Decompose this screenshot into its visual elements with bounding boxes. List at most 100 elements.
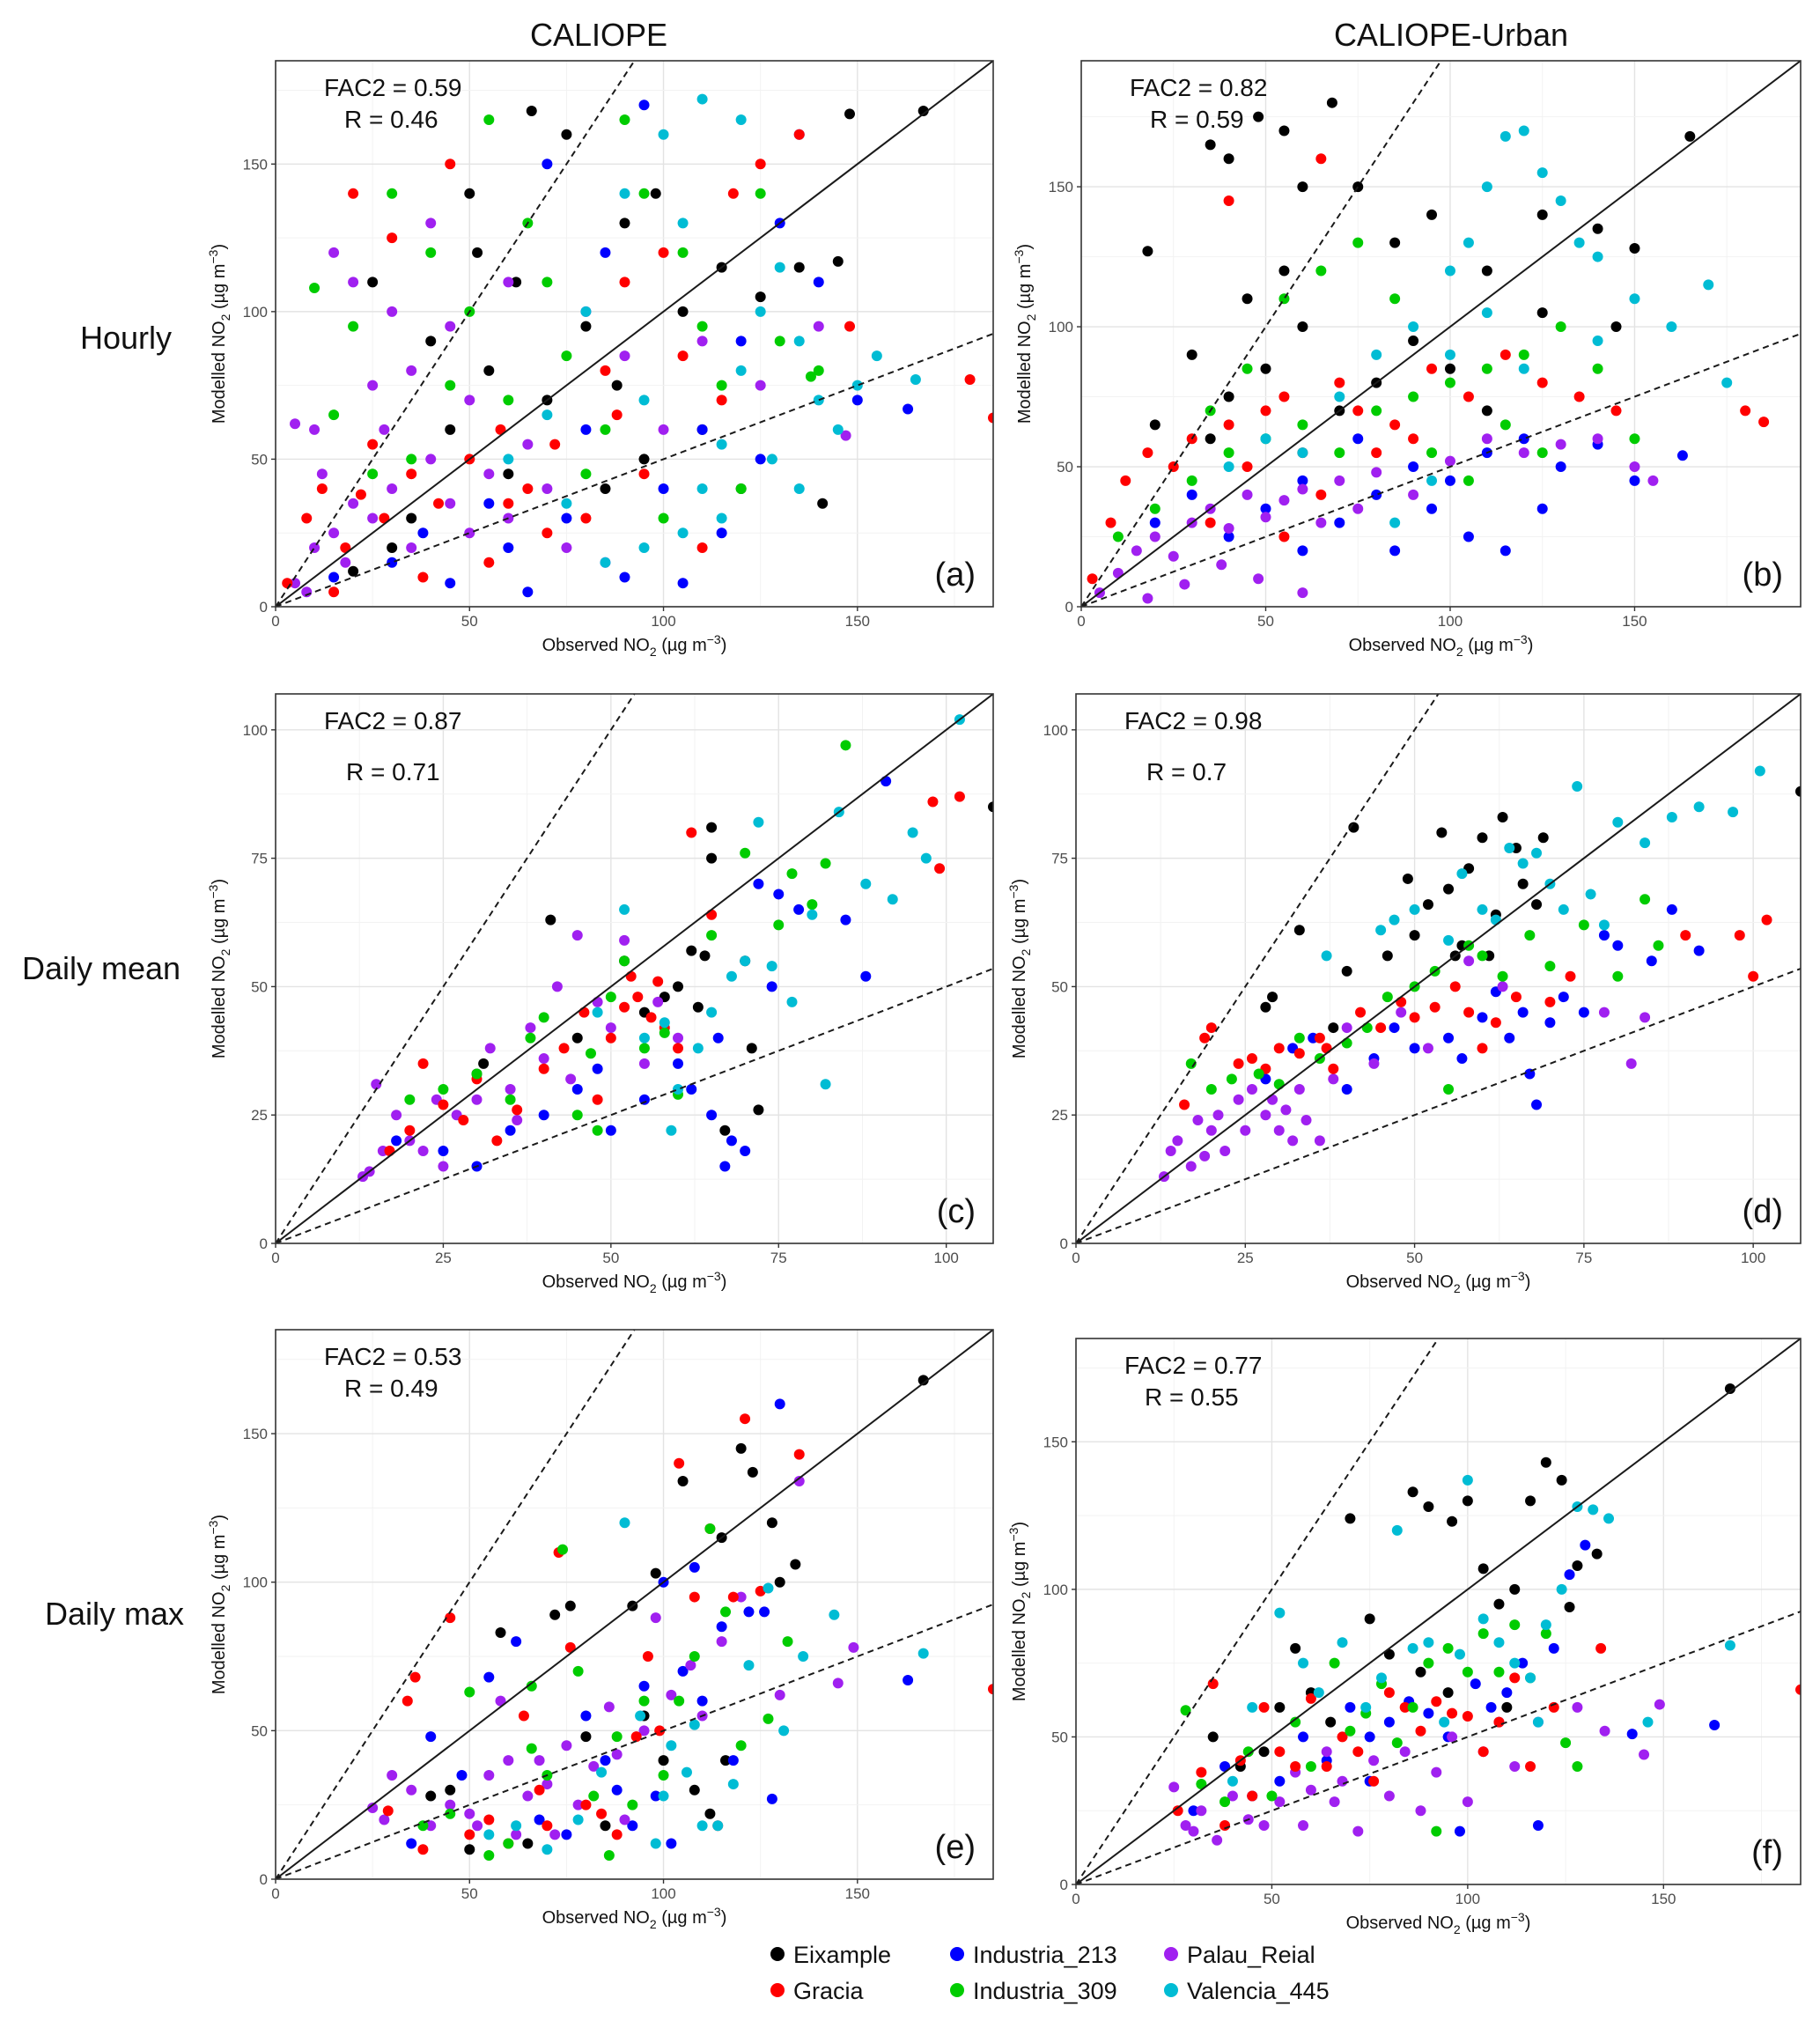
data-point (632, 992, 644, 1003)
data-point (1278, 391, 1290, 402)
data-point (512, 1104, 523, 1116)
data-point (1297, 321, 1308, 333)
data-point (807, 909, 818, 920)
data-point (753, 816, 764, 828)
data-point (561, 1740, 572, 1751)
y-axis-label-part: 2 (218, 948, 232, 955)
data-point (417, 1146, 429, 1157)
data-point (1409, 1012, 1420, 1023)
data-point (1328, 1063, 1339, 1074)
y-axis-label-part: −3 (206, 1520, 220, 1534)
data-point (755, 159, 766, 170)
data-point (650, 1838, 661, 1849)
data-point (611, 1829, 623, 1840)
data-point (807, 899, 818, 911)
y-tick-label: 100 (243, 304, 268, 321)
data-point (727, 1591, 739, 1603)
line-double (1076, 1338, 1440, 1884)
data-point (1287, 1135, 1299, 1147)
data-point (689, 1719, 700, 1730)
data-point (571, 930, 583, 941)
r-stat: R = 0.49 (344, 1375, 438, 1402)
data-point (638, 1680, 650, 1692)
data-point (600, 424, 611, 435)
data-point (673, 1043, 684, 1054)
legend: Eixample Industria_213 Palau_Reial Gracia In… (770, 1942, 1330, 2004)
data-point (1510, 992, 1522, 1003)
data-point (445, 1784, 456, 1796)
data-point (1389, 293, 1401, 305)
data-point (1795, 1684, 1801, 1695)
data-point (1647, 475, 1659, 486)
data-point (1422, 1043, 1433, 1054)
data-point (964, 373, 976, 385)
legend-item-industria-309: Industria_309 (950, 1978, 1117, 2004)
data-point (464, 1686, 475, 1698)
data-point (1233, 1094, 1244, 1105)
data-point (1273, 1079, 1285, 1090)
panel-label: (b) (1743, 557, 1783, 594)
data-point (1598, 919, 1610, 931)
y-axis-label-part: ) (1010, 1522, 1029, 1528)
data-point (782, 1636, 793, 1648)
data-point (674, 1695, 685, 1707)
data-point (417, 572, 429, 583)
data-point (692, 1043, 704, 1054)
data-point (1305, 1692, 1316, 1704)
reference-lines (1081, 61, 1801, 607)
data-point (1544, 961, 1556, 972)
y-tick-label: 100 (1043, 1582, 1068, 1598)
x-tick-label: 100 (651, 613, 675, 630)
data-point (1573, 391, 1585, 402)
x-axis-label: Observed NO2 (µg m−3) (542, 1905, 727, 1931)
data-point (1629, 475, 1640, 486)
x-tick-label: 100 (1741, 1250, 1765, 1266)
y-tick-label: 0 (1065, 599, 1073, 616)
x-axis-label: Observed NO2 (µg m−3) (542, 632, 727, 659)
line-half (1081, 333, 1801, 607)
gridlines (276, 1330, 993, 1879)
data-point (1253, 1068, 1264, 1080)
data-point (1142, 447, 1153, 459)
data-point (1321, 1746, 1332, 1758)
data-point (603, 1701, 615, 1713)
data-point (316, 483, 328, 494)
data-point (1246, 1084, 1257, 1095)
data-point (1223, 195, 1234, 206)
data-point (627, 1799, 638, 1810)
data-point (1426, 209, 1438, 220)
line-double (1081, 61, 1442, 607)
data-point (658, 247, 669, 258)
data-point (404, 1125, 416, 1136)
data-point (903, 1675, 914, 1686)
data-point (348, 188, 359, 199)
data-point (1612, 816, 1624, 828)
data-point (686, 1084, 697, 1095)
x-axis-label-part: (µg m (657, 1272, 707, 1292)
data-point (1260, 512, 1271, 523)
data-point (673, 1032, 684, 1043)
y-axis-label-part: 2 (218, 313, 232, 321)
x-axis-label: Observed NO2 (µg m−3) (1349, 632, 1534, 659)
data-point (406, 365, 417, 376)
data-point (495, 1627, 506, 1639)
data-point (1242, 489, 1253, 500)
data-point (503, 468, 514, 480)
y-axis-label: Modelled NO2 (µg m−3) (206, 244, 232, 424)
data-point (1216, 559, 1227, 571)
x-tick-label: 0 (1077, 613, 1085, 630)
data-point (425, 1820, 437, 1832)
data-point (580, 1710, 592, 1722)
data-point (542, 277, 553, 288)
data-point (704, 1523, 716, 1534)
data-point (638, 395, 650, 406)
data-point (1439, 1716, 1450, 1728)
series-palau-reial (1158, 955, 1651, 1183)
plot-frame (275, 693, 994, 1244)
data-point (1447, 1515, 1458, 1527)
x-axis-label-part: ) (721, 636, 727, 655)
data-point (650, 1790, 661, 1802)
gridlines (1081, 61, 1801, 607)
data-point (1290, 1716, 1301, 1728)
series-industria-213 (406, 1398, 914, 1849)
